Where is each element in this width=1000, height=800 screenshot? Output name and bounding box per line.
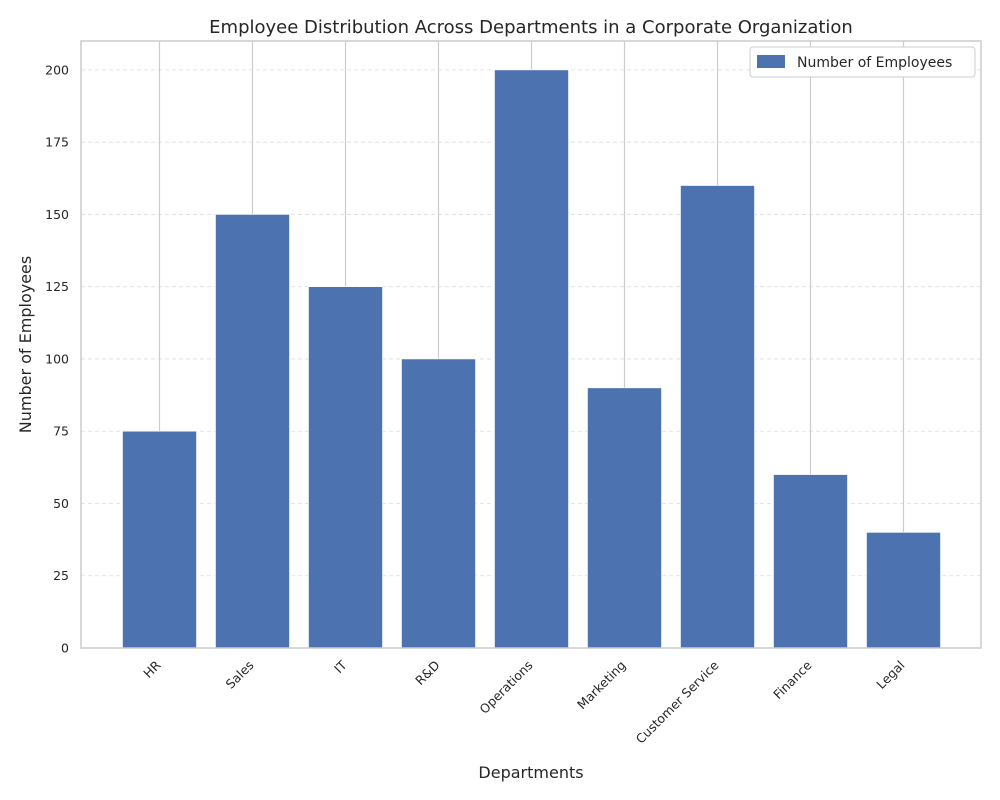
- x-tick-label: Legal: [873, 658, 907, 692]
- y-tick-label: 200: [45, 62, 69, 77]
- x-tick-label: Customer Service: [633, 657, 722, 746]
- bar-marketing: [587, 387, 662, 649]
- x-axis-label: Departments: [478, 763, 583, 782]
- y-tick-label: 50: [53, 496, 69, 511]
- y-tick-labels: 0 25 50 75 100 125 150 175 200: [45, 62, 69, 655]
- bar-legal: [866, 532, 941, 649]
- x-tick-label: R&D: [412, 658, 442, 688]
- x-tick-label: Sales: [222, 658, 256, 692]
- bars: [122, 69, 941, 649]
- y-tick-label: 25: [53, 568, 69, 583]
- legend-label: Number of Employees: [797, 55, 952, 71]
- legend-swatch: [757, 55, 785, 68]
- x-tick-label: HR: [140, 657, 164, 681]
- y-tick-label: 150: [45, 207, 69, 222]
- legend-box: [749, 46, 976, 78]
- y-tick-label: 0: [61, 641, 69, 656]
- y-axis-label: Number of Employees: [16, 256, 35, 433]
- x-tick-label: Marketing: [574, 658, 629, 713]
- y-tick-label: 100: [45, 351, 69, 366]
- y-tick-label: 175: [45, 135, 69, 150]
- bar-r-d: [401, 358, 476, 649]
- bar-sales: [215, 214, 290, 649]
- legend: Number of Employees: [749, 46, 976, 78]
- x-tick-label: IT: [331, 657, 350, 676]
- plot-frame: [80, 40, 982, 649]
- bar-operations: [494, 69, 569, 649]
- y-tick-label: 125: [45, 279, 69, 294]
- bar-it: [308, 286, 383, 649]
- bar-finance: [773, 474, 848, 649]
- x-tick-label: Operations: [476, 658, 535, 717]
- chart-title: Employee Distribution Across Departments…: [209, 17, 853, 38]
- bar-customer-service: [680, 185, 755, 649]
- bar-hr: [122, 430, 197, 649]
- y-tick-label: 75: [53, 424, 69, 439]
- x-tick-labels: HR Sales IT R&D Operations Marketing Customer …: [140, 657, 907, 746]
- x-tick-label: Finance: [770, 657, 815, 702]
